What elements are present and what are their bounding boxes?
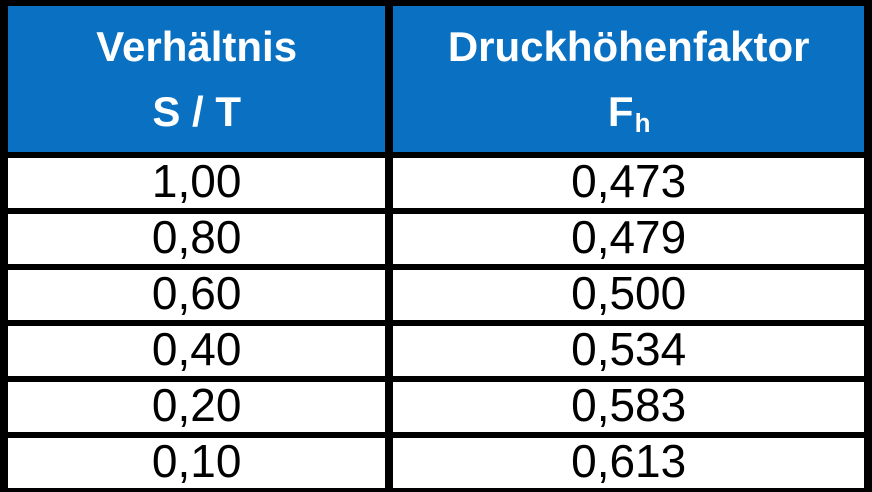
header-ratio-line2: S / T — [152, 88, 242, 135]
header-factor-symbol: Fh — [607, 88, 651, 138]
ratio-value: 0,80 — [8, 214, 386, 264]
factor-value: 0,534 — [393, 326, 864, 376]
ratio-value: 0,20 — [8, 382, 386, 432]
table-row: 0,80 0,479 — [8, 214, 864, 264]
table-row: 0,10 0,613 — [8, 438, 864, 488]
table-row: 0,60 0,500 — [8, 270, 864, 320]
ratio-value: 1,00 — [8, 158, 386, 208]
factor-value: 0,613 — [393, 438, 864, 488]
factor-value: 0,473 — [393, 158, 864, 208]
header-factor-line1: Druckhöhenfaktor — [447, 22, 810, 70]
factor-value: 0,500 — [393, 270, 864, 320]
factor-value: 0,479 — [393, 214, 864, 264]
factor-value: 0,583 — [393, 382, 864, 432]
ratio-value: 0,40 — [8, 326, 386, 376]
table-row: 1,00 0,473 — [8, 158, 864, 208]
header-cell-factor: Druckhöhenfaktor Fh — [393, 6, 864, 152]
ratio-value: 0,60 — [8, 270, 386, 320]
header-cell-ratio: Verhältnis S / T — [8, 6, 386, 152]
factor-subscript: h — [634, 107, 651, 138]
header-ratio-line1: Verhältnis — [96, 22, 298, 70]
table-row: 0,40 0,534 — [8, 326, 864, 376]
ratio-value: 0,10 — [8, 438, 386, 488]
table-row: 0,20 0,583 — [8, 382, 864, 432]
header-row: Verhältnis S / T Druckhöhenfaktor Fh — [8, 6, 864, 152]
